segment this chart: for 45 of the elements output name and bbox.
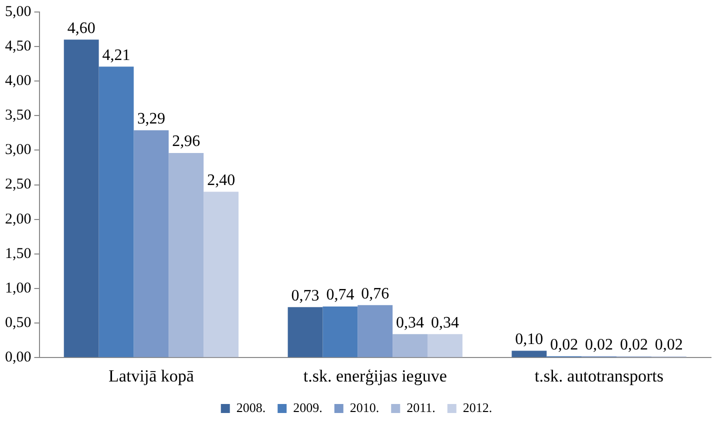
data-label: 0,34 [396,314,424,332]
y-tick-label: 4,50 [5,38,32,54]
bar [512,350,547,358]
data-label: 0,73 [291,287,320,304]
bar [168,153,204,358]
y-tick-label: 4,00 [5,73,32,90]
x-tick-label: Latvijā kopā [108,366,194,386]
y-tick-label: 3,00 [5,142,32,158]
data-label: 0,02 [654,336,683,354]
data-label: 2,40 [207,172,236,189]
legend-label: 2010. [350,400,380,415]
bar [288,307,323,358]
x-tick-label: t.sk. autotransports [534,366,664,386]
data-label: 0,02 [550,336,578,354]
y-tick-label: 0,50 [5,314,32,331]
data-label: 0,34 [430,314,459,332]
bar [98,66,134,358]
bar [322,306,358,358]
legend-label: 2009. [293,400,322,415]
bar [134,130,169,358]
data-label: 0,74 [326,286,354,304]
y-tick-label: 1,50 [5,246,32,262]
bar [358,305,393,358]
y-tick-label: 2,50 [5,176,32,193]
bar [428,334,462,358]
legend-label: 2011. [406,400,436,415]
data-label: 0,02 [585,336,614,354]
legend-label: 2008. [236,400,266,415]
bar [392,334,428,358]
data-label: 3,29 [137,110,166,128]
y-tick-label: 2,00 [5,211,32,228]
data-label: 4,60 [67,20,96,37]
legend-label: 2012. [462,400,492,415]
data-label: 0,02 [620,336,648,354]
data-label: 0,76 [361,285,390,302]
data-label: 4,21 [102,46,130,64]
bar [204,192,239,358]
y-tick-label: 1,00 [5,280,32,296]
data-label: 2,96 [172,133,200,150]
y-tick-label: 0,00 [5,350,32,366]
y-tick-label: 3,50 [5,108,32,124]
bar [64,40,99,358]
y-tick-label: 5,00 [5,4,32,20]
data-label: 0,10 [515,330,544,348]
x-tick-label: t.sk. enerģijas ieguve [303,366,447,386]
